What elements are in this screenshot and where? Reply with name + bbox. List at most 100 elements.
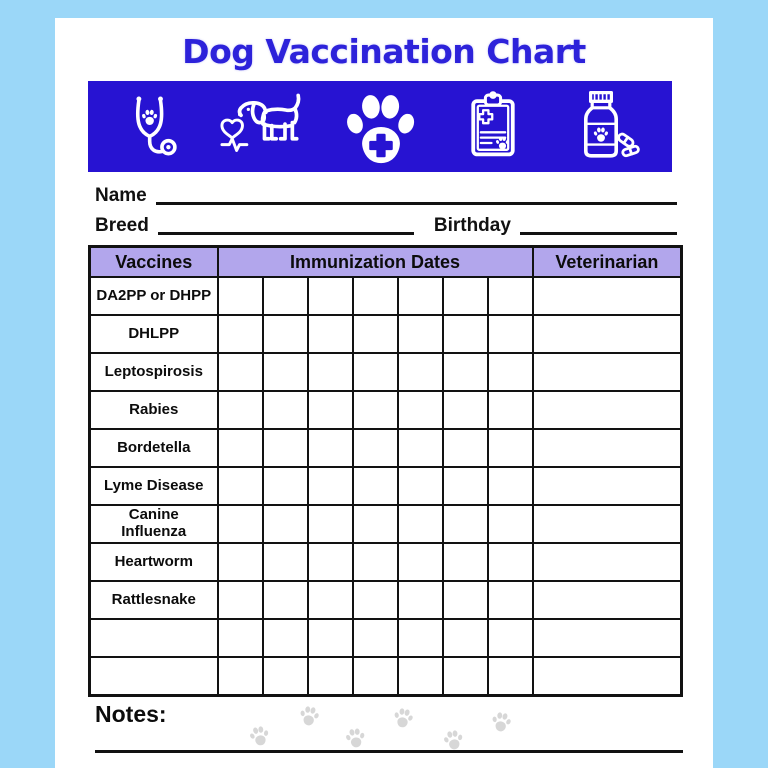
immunization-date-cell[interactable]: [351, 656, 399, 697]
immunization-date-cell[interactable]: [261, 656, 309, 697]
immunization-date-cell[interactable]: [261, 618, 309, 658]
table-header-row: Vaccines Immunization Dates Veterinarian: [88, 245, 683, 278]
immunization-date-cell[interactable]: [351, 276, 399, 316]
veterinarian-cell[interactable]: [531, 618, 683, 658]
immunization-date-cell[interactable]: [306, 390, 354, 430]
immunization-date-cell[interactable]: [351, 466, 399, 506]
immunization-date-cell[interactable]: [441, 314, 489, 354]
immunization-date-cell[interactable]: [486, 352, 534, 392]
notes-input-line[interactable]: [95, 725, 683, 753]
immunization-date-cell[interactable]: [441, 276, 489, 316]
immunization-date-cell[interactable]: [486, 580, 534, 620]
immunization-date-cell[interactable]: [216, 580, 264, 620]
immunization-date-cell[interactable]: [306, 656, 354, 697]
immunization-date-cell[interactable]: [396, 466, 444, 506]
icon-banner: [88, 81, 672, 172]
page-title: Dog Vaccination Chart: [182, 32, 586, 71]
immunization-date-cell[interactable]: [441, 390, 489, 430]
immunization-date-cell[interactable]: [486, 466, 534, 506]
immunization-date-cell[interactable]: [351, 504, 399, 544]
table-row: Leptospirosis: [88, 352, 683, 392]
immunization-date-cell[interactable]: [486, 656, 534, 697]
immunization-date-cell[interactable]: [441, 542, 489, 582]
immunization-date-cell[interactable]: [216, 618, 264, 658]
veterinarian-cell[interactable]: [531, 352, 683, 392]
birthday-label: Birthday: [433, 215, 511, 236]
immunization-date-cell[interactable]: [441, 466, 489, 506]
veterinarian-cell[interactable]: [531, 276, 683, 316]
immunization-date-cell[interactable]: [261, 352, 309, 392]
immunization-date-cell[interactable]: [396, 352, 444, 392]
immunization-date-cell[interactable]: [261, 542, 309, 582]
immunization-date-cell[interactable]: [351, 314, 399, 354]
immunization-date-cell[interactable]: [306, 276, 354, 316]
immunization-date-cell[interactable]: [396, 276, 444, 316]
immunization-date-cell[interactable]: [216, 504, 264, 544]
veterinarian-cell[interactable]: [531, 314, 683, 354]
immunization-date-cell[interactable]: [216, 314, 264, 354]
immunization-date-cell[interactable]: [306, 504, 354, 544]
immunization-date-cell[interactable]: [396, 618, 444, 658]
immunization-date-cell[interactable]: [261, 314, 309, 354]
immunization-date-cell[interactable]: [441, 656, 489, 697]
name-input-line[interactable]: [155, 180, 677, 205]
veterinarian-cell[interactable]: [531, 466, 683, 506]
immunization-date-cell[interactable]: [441, 504, 489, 544]
immunization-date-cell[interactable]: [486, 314, 534, 354]
veterinarian-cell[interactable]: [531, 504, 683, 544]
breed-input-line[interactable]: [157, 210, 414, 235]
birthday-input-line[interactable]: [519, 210, 677, 235]
veterinarian-cell[interactable]: [531, 580, 683, 620]
immunization-date-cell[interactable]: [306, 466, 354, 506]
immunization-date-cell[interactable]: [306, 352, 354, 392]
immunization-date-cell[interactable]: [351, 580, 399, 620]
immunization-date-cell[interactable]: [396, 580, 444, 620]
immunization-date-cell[interactable]: [261, 580, 309, 620]
immunization-date-cell[interactable]: [351, 352, 399, 392]
immunization-date-cell[interactable]: [306, 428, 354, 468]
immunization-date-cell[interactable]: [486, 504, 534, 544]
immunization-date-cell[interactable]: [441, 618, 489, 658]
immunization-date-cell[interactable]: [261, 504, 309, 544]
veterinarian-cell[interactable]: [531, 542, 683, 582]
immunization-date-cell[interactable]: [261, 466, 309, 506]
immunization-date-cell[interactable]: [261, 276, 309, 316]
immunization-date-cell[interactable]: [486, 428, 534, 468]
immunization-date-cell[interactable]: [306, 618, 354, 658]
immunization-date-cell[interactable]: [216, 276, 264, 316]
immunization-date-cell[interactable]: [216, 352, 264, 392]
immunization-date-cell[interactable]: [486, 390, 534, 430]
immunization-date-cell[interactable]: [216, 466, 264, 506]
veterinarian-cell[interactable]: [531, 428, 683, 468]
immunization-date-cell[interactable]: [306, 580, 354, 620]
immunization-date-cell[interactable]: [351, 428, 399, 468]
immunization-date-cell[interactable]: [396, 542, 444, 582]
immunization-date-cell[interactable]: [351, 542, 399, 582]
immunization-date-cell[interactable]: [216, 428, 264, 468]
immunization-date-cell[interactable]: [441, 352, 489, 392]
veterinarian-cell[interactable]: [531, 656, 683, 697]
immunization-date-cell[interactable]: [396, 656, 444, 697]
immunization-date-cell[interactable]: [216, 542, 264, 582]
veterinarian-cell[interactable]: [531, 390, 683, 430]
immunization-date-cell[interactable]: [351, 390, 399, 430]
immunization-date-cell[interactable]: [216, 390, 264, 430]
immunization-date-cell[interactable]: [441, 428, 489, 468]
immunization-date-cell[interactable]: [396, 314, 444, 354]
immunization-date-cell[interactable]: [486, 618, 534, 658]
immunization-date-cell[interactable]: [306, 314, 354, 354]
immunization-date-cell[interactable]: [441, 580, 489, 620]
immunization-date-cell[interactable]: [261, 428, 309, 468]
table-row: DA2PP or DHPP: [88, 276, 683, 316]
immunization-date-cell[interactable]: [396, 428, 444, 468]
table-row: Heartworm: [88, 542, 683, 582]
immunization-date-cell[interactable]: [351, 618, 399, 658]
immunization-date-cell[interactable]: [486, 276, 534, 316]
immunization-date-cell[interactable]: [396, 390, 444, 430]
immunization-date-cell[interactable]: [396, 504, 444, 544]
immunization-date-cell[interactable]: [486, 542, 534, 582]
immunization-date-cell[interactable]: [306, 542, 354, 582]
vaccine-name-cell: Leptospirosis: [88, 352, 219, 392]
immunization-date-cell[interactable]: [216, 656, 264, 697]
immunization-date-cell[interactable]: [261, 390, 309, 430]
